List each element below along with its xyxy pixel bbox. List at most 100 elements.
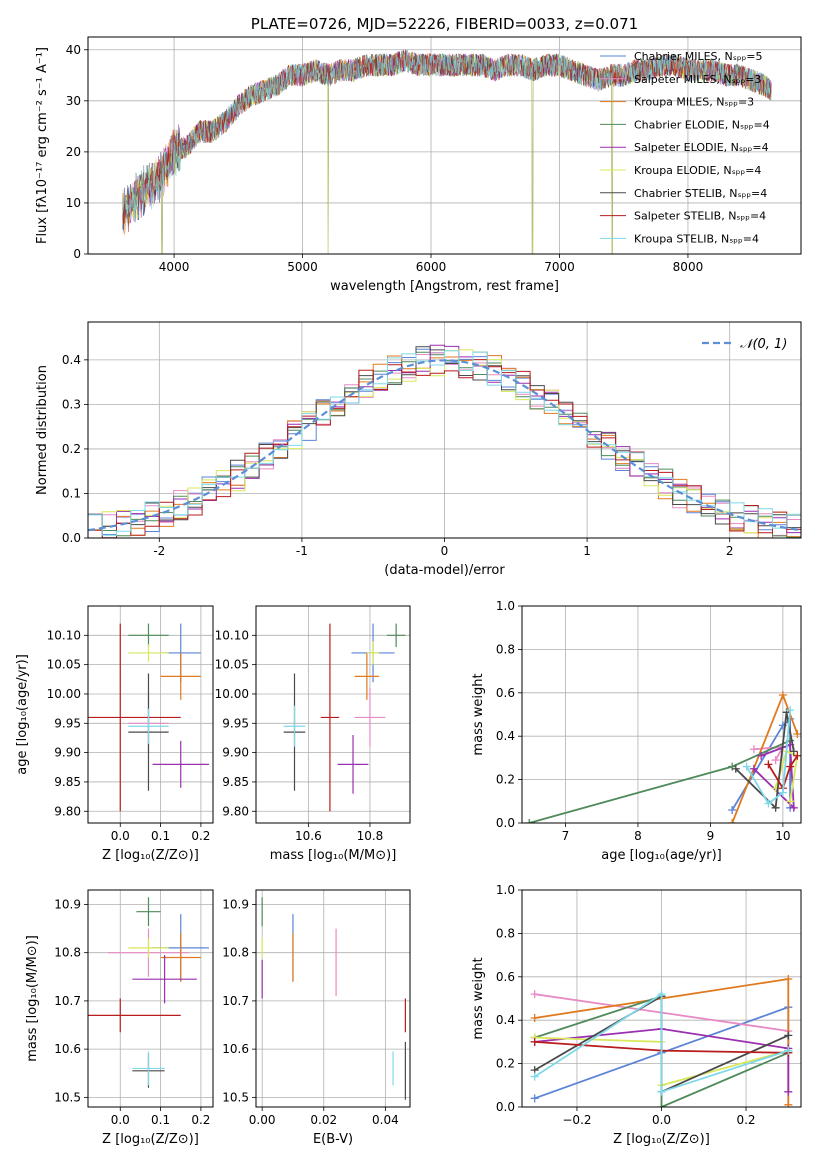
y-tick-label: 0.6 xyxy=(496,686,515,700)
x-axis-label: Z [log₁₀(Z/Z⊙)] xyxy=(102,1132,199,1147)
x-tick-label: 5000 xyxy=(287,260,318,274)
y-tick-label: 10 xyxy=(66,196,81,210)
errorbar-salpeter-elodie xyxy=(337,735,369,794)
y-tick-label: 9.95 xyxy=(54,716,81,730)
legend: Chabrier MILES, Nₛₚₚ=5 Salpeter MILES, Nₛ… xyxy=(600,50,770,245)
x-tick-label: 8 xyxy=(634,829,642,843)
errorbars xyxy=(88,897,209,1088)
x-tick-label: -2 xyxy=(153,544,165,558)
legend-label: Kroupa ELODIE, Nₛₚₚ=4 xyxy=(634,164,761,177)
series-marker xyxy=(764,799,773,808)
series-kroupa-stelib xyxy=(742,706,795,808)
axes-frame xyxy=(87,36,802,255)
y-tick-label: 40 xyxy=(66,43,81,57)
grid xyxy=(88,606,213,823)
x-tick-label: 0.2 xyxy=(191,829,210,843)
legend-label: Chabrier MILES, Nₛₚₚ=5 xyxy=(634,50,763,63)
y-tick-label: 10.6 xyxy=(222,1042,249,1056)
x-tick-label: 9 xyxy=(707,829,715,843)
series-marker xyxy=(784,1031,793,1040)
series-marker xyxy=(786,797,795,806)
errorbar-kroupa-miles xyxy=(160,652,201,700)
x-tick-label: 0.0 xyxy=(111,829,130,843)
series-marker xyxy=(530,1094,539,1103)
x-tick-label: 7 xyxy=(562,829,570,843)
series-marker xyxy=(778,690,787,699)
legend-label: Kroupa STELIB, Nₛₚₚ=4 xyxy=(634,232,759,245)
ticks: −0.2 0.0 0.2 0.0 0.2 0.4 0.6 0.8 1.0 xyxy=(496,883,756,1127)
errorbar-salpeter-elodie xyxy=(132,955,197,1004)
ticks: 0.0 0.1 0.2 9.80 9.85 9.90 9.95 10.00 10.05 10.10 xyxy=(47,628,211,843)
series-marker xyxy=(749,764,758,773)
y-tick-label: 9.90 xyxy=(54,746,81,760)
y-tick-label: 10.7 xyxy=(222,994,249,1008)
y-tick-label: 10.5 xyxy=(222,1090,249,1104)
series-salpeter-stelib xyxy=(764,751,801,793)
series-marker xyxy=(764,760,773,769)
y-tick-label: 0.2 xyxy=(62,442,81,456)
series-marker xyxy=(728,805,737,814)
series-marker xyxy=(784,1100,793,1107)
y-tick-label: 9.80 xyxy=(54,804,81,818)
series-marker xyxy=(657,990,666,999)
series-marker xyxy=(742,762,751,771)
panel-6: 0.0 0.1 0.2 10.5 10.6 10.7 10.8 10.9 Z [log₁₀(Z/… xyxy=(25,889,214,1147)
series-line xyxy=(528,739,791,823)
legend-label: Salpeter MILES, Nₛₚₚ=3 xyxy=(634,73,761,86)
y-tick-label: 10.10 xyxy=(47,628,81,642)
errorbar-chabrier-elodie xyxy=(386,623,406,648)
axes-frame xyxy=(521,889,802,1108)
y-tick-label: 9.85 xyxy=(54,775,81,789)
ticks: -2 -1 0 1 2 0.0 0.1 0.2 0.3 0.4 xyxy=(62,353,734,558)
y-tick-label: 0.4 xyxy=(62,353,81,367)
x-tick-label: 0.0 xyxy=(111,1113,130,1127)
series-kroupa-miles xyxy=(728,690,801,823)
series-marker xyxy=(778,788,787,797)
y-tick-label: 10.5 xyxy=(54,1090,81,1104)
x-tick-label: 0.00 xyxy=(249,1113,276,1127)
errorbar-kroupa-elodie xyxy=(366,641,380,665)
errorbar-kroupa-miles xyxy=(354,652,380,700)
panel-8: −0.2 0.0 0.2 0.0 0.2 0.4 0.6 0.8 1.0 Z [log₁₀(Z/Z… xyxy=(471,883,802,1147)
y-tick-label: 0.1 xyxy=(62,486,81,500)
y-axis-label: Normed distribution xyxy=(35,365,50,495)
panel-2: -2 -1 0 1 2 0.0 0.1 0.2 0.3 0.4 (data-model)/error… xyxy=(35,321,802,578)
errorbar-salpeter-stelib xyxy=(88,623,181,812)
series-marker xyxy=(771,803,780,812)
x-tick-label: 4000 xyxy=(159,260,190,274)
axes-frame xyxy=(87,889,214,1108)
y-tick-label: 0.4 xyxy=(496,1013,515,1027)
errorbars xyxy=(283,623,406,812)
ticks: 0.0 0.1 0.2 10.5 10.6 10.7 10.8 10.9 xyxy=(54,897,210,1127)
x-axis-label: mass [log₁₀(M/M⊙)] xyxy=(270,848,397,863)
x-tick-label: 0.1 xyxy=(151,829,170,843)
series-marker xyxy=(757,751,766,760)
x-tick-label: −0.2 xyxy=(562,1113,591,1127)
series-marker xyxy=(793,751,801,760)
series-marker xyxy=(771,756,780,765)
series-kroupa-stelib xyxy=(530,990,793,1096)
series-marker xyxy=(786,762,795,771)
panel-4: 10.6 10.8 9.80 9.85 9.90 9.95 10.00 10.05 10.10 m… xyxy=(215,605,411,863)
errorbar-kroupa-elodie xyxy=(128,938,169,958)
y-tick-label: 0 xyxy=(73,247,81,261)
y-tick-label: 1.0 xyxy=(496,883,515,897)
y-axis-label: Flux [fλ10⁻¹⁷ erg cm⁻² s⁻¹ A⁻¹] xyxy=(35,47,50,244)
axes-frame xyxy=(255,889,411,1108)
histogram-salpeter-stelib xyxy=(88,359,801,538)
y-tick-label: 0.0 xyxy=(496,1100,515,1114)
errorbar-chabrier-elodie xyxy=(128,623,169,648)
x-tick-label: 0.0 xyxy=(652,1113,671,1127)
y-tick-label: 10.9 xyxy=(54,897,81,911)
series-marker xyxy=(731,764,740,773)
x-tick-label: 6000 xyxy=(416,260,447,274)
histograms xyxy=(88,344,801,538)
y-tick-label: 10.10 xyxy=(215,628,249,642)
legend-label: Chabrier ELODIE, Nₛₚₚ=4 xyxy=(634,118,770,131)
spectrum-lines xyxy=(122,49,772,254)
y-tick-label: 1.0 xyxy=(496,599,515,613)
y-tick-label: 20 xyxy=(66,145,81,159)
series-line xyxy=(735,712,795,810)
x-tick-label: 0 xyxy=(441,544,449,558)
y-tick-label: 0.0 xyxy=(496,816,515,830)
